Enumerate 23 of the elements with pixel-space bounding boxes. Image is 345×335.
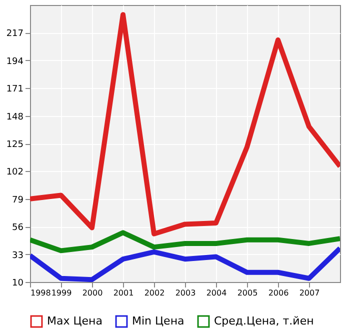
x-tick-label: 2004 xyxy=(206,288,227,298)
y-tick-label: 148 xyxy=(6,112,24,122)
x-tick-label: 2003 xyxy=(175,288,196,298)
x-tick-label: 2006 xyxy=(268,288,289,298)
legend-label: Сред.Цена, т.йен xyxy=(214,314,314,328)
x-tick-label: 2001 xyxy=(113,288,134,298)
legend-label: Max Цена xyxy=(47,314,102,328)
y-tick-label: 171 xyxy=(6,84,24,95)
x-tick-label: 1998 xyxy=(30,288,51,298)
x-tick-label: 2007 xyxy=(299,288,320,298)
y-tick-label: 125 xyxy=(6,140,24,150)
y-tick-label: 194 xyxy=(6,56,24,67)
x-tick-label: 2005 xyxy=(237,288,258,298)
x-tick-label: 2002 xyxy=(144,288,165,298)
y-tick-label: 217 xyxy=(6,29,24,40)
legend-label: Min Цена xyxy=(132,314,184,328)
x-tick-label: 1999 xyxy=(51,288,72,298)
y-tick-label: 79 xyxy=(12,195,24,206)
y-tick-label: 10 xyxy=(12,278,24,288)
y-tick-label: 33 xyxy=(12,250,24,261)
y-tick-label: 56 xyxy=(12,223,24,234)
y-tick-label: 102 xyxy=(6,168,24,178)
x-tick-label: 2000 xyxy=(82,288,103,298)
